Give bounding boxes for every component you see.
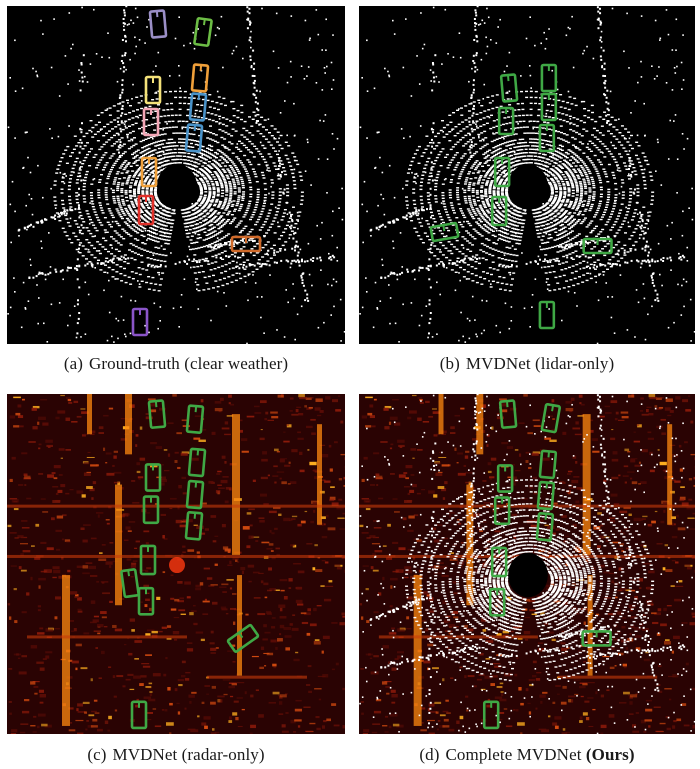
panel-d-image (359, 394, 695, 734)
bounding-box (538, 449, 558, 480)
bounding-box (540, 63, 558, 93)
bounding-box (120, 568, 140, 599)
panel-d-complete (359, 394, 695, 734)
bounding-box (144, 463, 162, 492)
panel-b-lidar-only (359, 6, 695, 344)
bounding-box (184, 510, 204, 541)
bounding-box (185, 404, 205, 434)
bounding-box (140, 156, 158, 188)
radar-heatmap (359, 394, 695, 734)
bounding-box (137, 586, 155, 616)
bounding-box (493, 496, 511, 526)
bounding-box (148, 9, 168, 39)
bounding-box (137, 194, 155, 226)
bounding-box (538, 300, 556, 330)
bounding-box (184, 123, 204, 153)
bounding-box (142, 107, 160, 137)
bounding-box (147, 399, 167, 429)
bounding-box (536, 480, 556, 511)
bounding-box (490, 546, 508, 578)
bounding-box (538, 123, 556, 153)
panel-b-image (359, 6, 695, 344)
panel-a-ground-truth (7, 6, 345, 344)
caption-b: (b) MVDNet (lidar-only) (439, 354, 615, 373)
bounding-box (493, 156, 511, 188)
bounding-box (193, 17, 213, 47)
bounding-box (535, 511, 555, 542)
caption-a: (a) Ground-truth (clear weather) (63, 354, 289, 373)
bounding-box (190, 63, 210, 93)
bounding-box (142, 495, 160, 525)
caption-d: (d) Complete MVDNet (Ours) (419, 745, 635, 764)
bounding-box (497, 106, 515, 136)
bounding-box (582, 237, 613, 255)
detection-boxes (429, 63, 613, 330)
bounding-box (482, 700, 500, 730)
lidar-point-cloud (7, 6, 345, 344)
bounding-box (185, 479, 205, 510)
bounding-box (540, 92, 558, 122)
panel-c-radar-only (7, 394, 345, 734)
bounding-box (488, 587, 506, 617)
detection-boxes (120, 399, 260, 730)
bounding-box (187, 447, 207, 478)
bounding-box (496, 464, 514, 493)
bounding-box (130, 700, 148, 730)
ground-truth-boxes (131, 9, 262, 337)
panel-a-image (7, 6, 345, 344)
caption-c: (c) MVDNet (radar-only) (87, 745, 265, 764)
bounding-box (188, 92, 208, 122)
lidar-point-cloud (359, 394, 695, 734)
bounding-box (490, 195, 508, 227)
bounding-box (499, 73, 519, 103)
bounding-box (139, 544, 157, 576)
bounding-box (144, 75, 162, 105)
detection-boxes (482, 399, 612, 730)
bounding-box (226, 623, 260, 653)
radar-heatmap (7, 394, 345, 734)
panel-c-image (7, 394, 345, 734)
bounding-box (131, 307, 149, 337)
bounding-box (429, 221, 460, 243)
bounding-box (498, 399, 518, 429)
bounding-box (540, 402, 562, 434)
bounding-box (230, 235, 262, 253)
lidar-point-cloud (359, 6, 695, 344)
bounding-box (581, 630, 612, 647)
